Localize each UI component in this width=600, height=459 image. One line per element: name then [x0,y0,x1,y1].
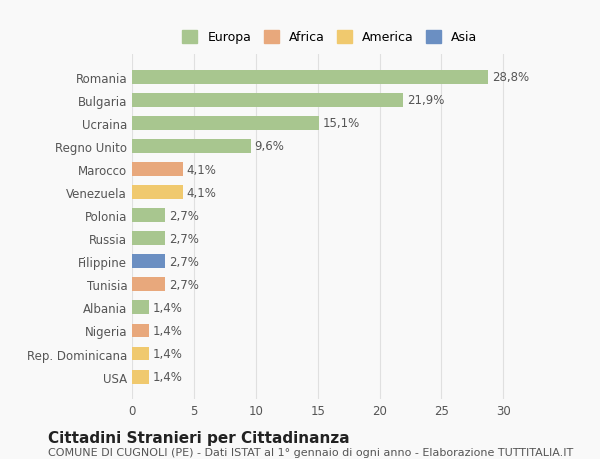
Bar [132,186,183,200]
Text: 1,4%: 1,4% [153,347,183,360]
Text: 4,1%: 4,1% [187,163,217,176]
Text: COMUNE DI CUGNOLI (PE) - Dati ISTAT al 1° gennaio di ogni anno - Elaborazione TU: COMUNE DI CUGNOLI (PE) - Dati ISTAT al 1… [48,447,573,457]
Text: 1,4%: 1,4% [153,370,183,383]
Bar [132,301,149,315]
Bar [132,278,166,291]
Bar [132,163,183,177]
Bar [132,140,251,154]
Bar [132,232,166,246]
Text: 9,6%: 9,6% [254,140,284,153]
Legend: Europa, Africa, America, Asia: Europa, Africa, America, Asia [179,27,481,48]
Text: 1,4%: 1,4% [153,324,183,337]
Bar [132,347,149,361]
Text: 2,7%: 2,7% [169,232,199,245]
Bar [132,117,319,130]
Bar [132,94,403,107]
Bar [132,71,488,84]
Text: 2,7%: 2,7% [169,255,199,268]
Text: 15,1%: 15,1% [323,117,360,130]
Text: 21,9%: 21,9% [407,94,444,107]
Text: 2,7%: 2,7% [169,209,199,222]
Bar [132,255,166,269]
Text: 4,1%: 4,1% [187,186,217,199]
Text: Cittadini Stranieri per Cittadinanza: Cittadini Stranieri per Cittadinanza [48,430,350,445]
Text: 28,8%: 28,8% [492,71,529,84]
Bar [132,209,166,223]
Text: 1,4%: 1,4% [153,301,183,314]
Text: 2,7%: 2,7% [169,278,199,291]
Bar [132,370,149,384]
Bar [132,324,149,338]
